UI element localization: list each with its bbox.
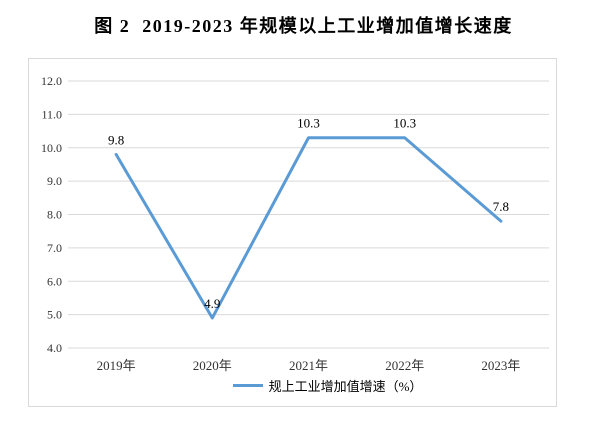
y-tick-label: 10.0: [41, 141, 62, 155]
x-tick-label: 2022年: [385, 358, 424, 373]
chart-area: 4.0 5.0 6.0 7.0 8.0 9.0 10.0 11.0 12.0 2019年 2020年…: [28, 58, 557, 407]
series-line: [114, 136, 503, 320]
y-tick-label: 7.0: [47, 241, 62, 255]
data-point-label: 4.9: [204, 296, 220, 311]
legend: 规上工业增加值增速（%）: [64, 376, 591, 395]
data-point-label: 7.8: [493, 199, 509, 214]
y-tick-label: 12.0: [41, 74, 62, 88]
x-tick-label: 2023年: [481, 358, 520, 373]
y-tick-label: 11.0: [41, 107, 62, 121]
data-point-label: 9.8: [108, 132, 124, 147]
y-tick-label: 4.0: [47, 341, 62, 355]
plot-area: 4.0 5.0 6.0 7.0 8.0 9.0 10.0 11.0 12.0 2019年 2020年…: [41, 74, 549, 373]
y-tick-label: 8.0: [47, 208, 62, 222]
y-tick-label: 6.0: [47, 274, 62, 288]
data-point-label: 10.3: [297, 116, 320, 131]
y-tick-label: 9.0: [47, 174, 62, 188]
legend-line-marker: [232, 384, 263, 387]
x-tick-label: 2019年: [97, 358, 136, 373]
legend-label: 规上工业增加值增速（%）: [268, 379, 423, 394]
y-tick-label: 5.0: [47, 308, 62, 322]
x-tick-label: 2021年: [289, 358, 328, 373]
x-tick-label: 2020年: [193, 358, 232, 373]
data-point-label: 10.3: [393, 116, 416, 131]
chart-title: 图 2 2019-2023 年规模以上工业增加值增长速度: [94, 16, 513, 36]
